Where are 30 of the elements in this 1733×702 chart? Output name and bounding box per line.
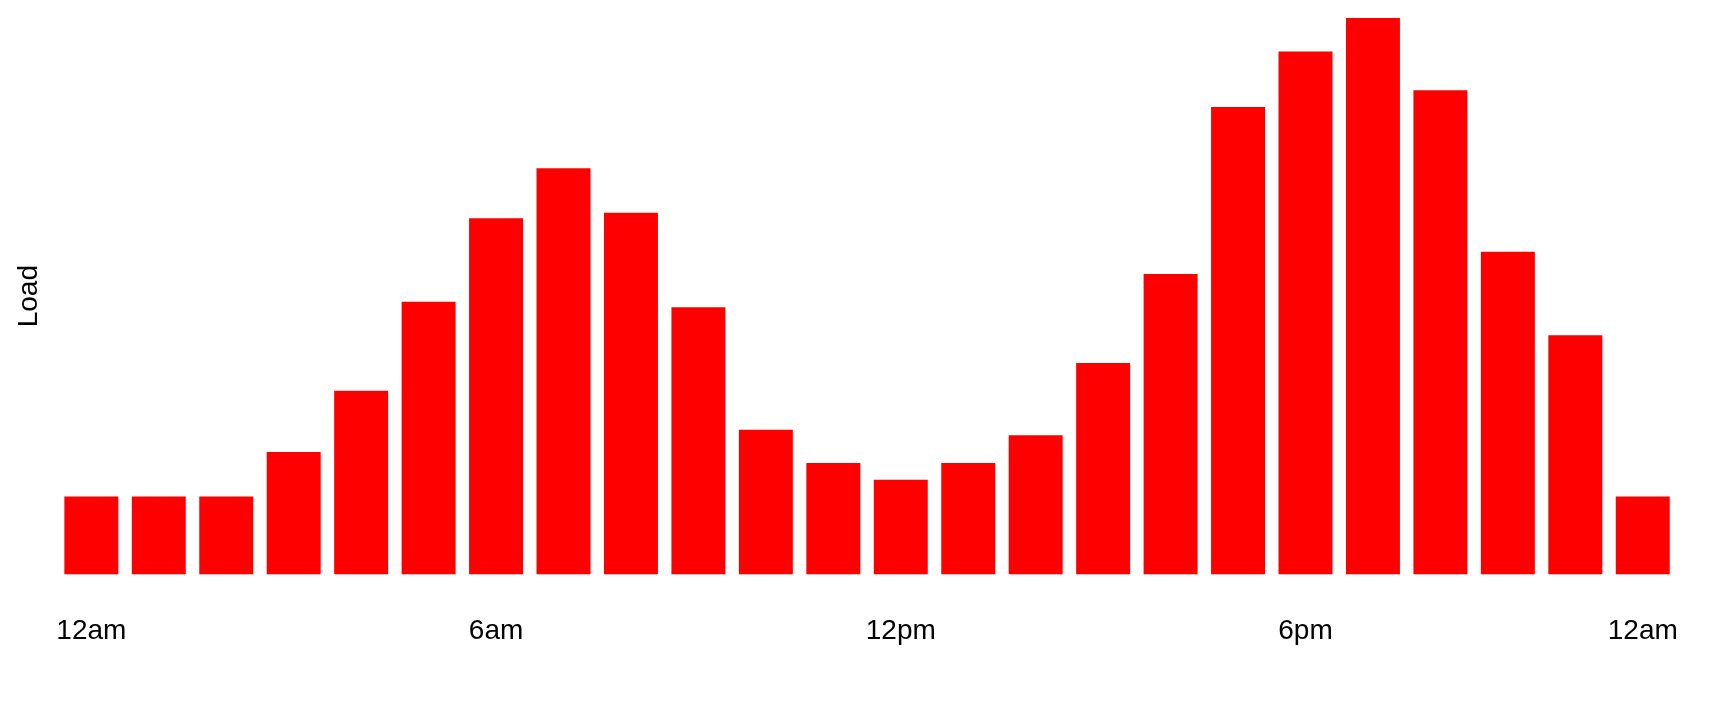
x-tick-label: 6am — [468, 613, 524, 645]
bar — [941, 463, 996, 575]
x-tick-label: 12am — [56, 613, 127, 645]
bar — [1548, 335, 1603, 575]
x-tick-label: 6pm — [1278, 613, 1333, 645]
bar — [1413, 90, 1468, 575]
bar — [199, 496, 254, 575]
bar — [671, 307, 726, 575]
bar — [806, 463, 861, 575]
bar — [1615, 496, 1670, 575]
bar — [1211, 107, 1266, 575]
bar — [603, 212, 658, 575]
bar — [131, 496, 186, 575]
bar — [64, 496, 119, 575]
bar — [1345, 18, 1400, 575]
bar — [266, 451, 321, 575]
x-tick-label: 12am — [1607, 613, 1678, 645]
bar — [873, 479, 928, 575]
bar — [738, 429, 793, 575]
bar — [1143, 273, 1198, 575]
bar — [1480, 251, 1535, 575]
bar — [1278, 51, 1333, 575]
bar — [334, 390, 389, 575]
bar — [1008, 435, 1063, 575]
bar — [401, 301, 456, 575]
bar — [469, 218, 524, 575]
bar — [1076, 362, 1131, 575]
y-axis-title: Load — [11, 265, 43, 328]
x-tick-label: 12pm — [865, 613, 936, 645]
bar — [536, 168, 591, 575]
